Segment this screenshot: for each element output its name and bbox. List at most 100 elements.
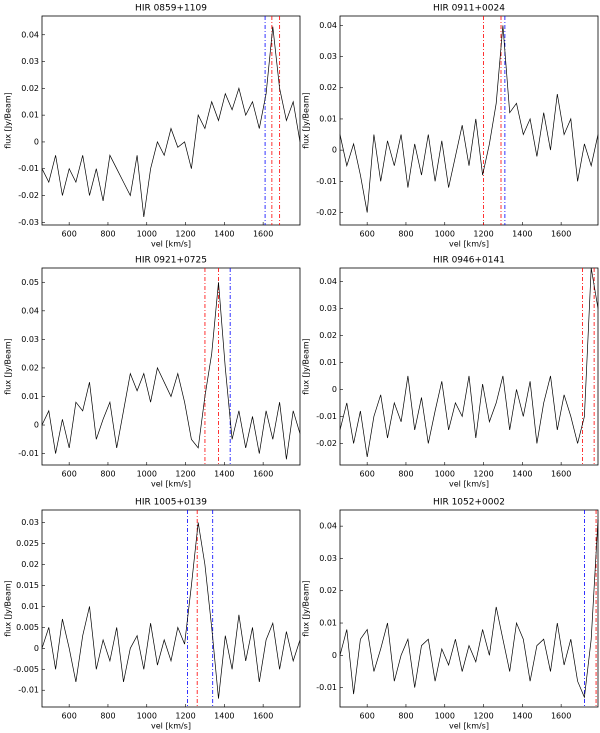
x-tick-label: 1000 xyxy=(137,470,157,479)
x-tick-label: 1200 xyxy=(175,230,195,239)
y-tick-label: 0.03 xyxy=(21,335,39,344)
y-axis-label: flux [Jy/Beam] xyxy=(4,92,13,149)
y-tick-label: 0.02 xyxy=(21,84,39,93)
y-axis-label: flux [Jy/Beam] xyxy=(4,580,13,637)
x-tick-label: 800 xyxy=(398,230,413,239)
x-tick-label: 1400 xyxy=(214,470,234,479)
y-tick-label: -0.01 xyxy=(316,683,337,692)
y-axis-label: flux [Jy/Beam] xyxy=(302,92,311,149)
y-tick-label: 0.04 xyxy=(319,21,337,30)
y-tick-label: 0.01 xyxy=(21,392,39,401)
x-axis-label: vel [km/s] xyxy=(449,240,489,249)
y-tick-label: 0.04 xyxy=(319,522,337,531)
y-tick-label: 0.03 xyxy=(21,518,39,527)
x-tick-label: 1000 xyxy=(137,230,157,239)
y-tick-label: -0.01 xyxy=(18,449,39,458)
y-tick-label: 0.02 xyxy=(21,560,39,569)
x-tick-label: 800 xyxy=(100,230,115,239)
y-tick-label: 0.02 xyxy=(21,363,39,372)
y-tick-label: 0.03 xyxy=(21,57,39,66)
x-tick-label: 600 xyxy=(62,230,77,239)
x-tick-label: 800 xyxy=(398,470,413,479)
x-tick-label: 1600 xyxy=(253,470,273,479)
plot-frame xyxy=(41,509,301,708)
spectrum-line xyxy=(41,522,301,699)
y-tick-label: 0.04 xyxy=(21,30,39,39)
x-tick-label: 1000 xyxy=(137,712,157,721)
y-tick-label: 0 xyxy=(34,137,39,146)
plot-frame xyxy=(41,15,301,226)
plot-frame xyxy=(41,267,301,466)
y-tick-label: -0.02 xyxy=(316,208,337,217)
x-tick-label: 600 xyxy=(62,712,77,721)
x-tick-label: 1000 xyxy=(435,712,455,721)
x-axis-label: vel [km/s] xyxy=(151,480,191,489)
y-tick-label: 0 xyxy=(332,651,337,660)
y-axis-label: flux [Jy/Beam] xyxy=(302,338,311,395)
y-tick-label: 0.02 xyxy=(319,331,337,340)
y-tick-label: 0.01 xyxy=(21,111,39,120)
panel-title: HIR 0946+0141 xyxy=(433,256,505,266)
spectrum-line xyxy=(339,519,599,699)
y-tick-label: 0.01 xyxy=(319,358,337,367)
y-tick-label: 0.01 xyxy=(21,602,39,611)
x-axis-label: vel [km/s] xyxy=(449,480,489,489)
plot-frame xyxy=(339,15,599,226)
y-tick-label: 0 xyxy=(34,421,39,430)
x-tick-label: 600 xyxy=(62,470,77,479)
x-axis-label: vel [km/s] xyxy=(151,240,191,249)
x-tick-label: 1200 xyxy=(473,712,493,721)
y-tick-label: 0.025 xyxy=(16,539,39,548)
x-tick-label: 800 xyxy=(100,470,115,479)
x-tick-label: 1200 xyxy=(473,470,493,479)
plot-frame xyxy=(339,509,599,708)
y-axis-label: flux [Jy/Beam] xyxy=(4,338,13,395)
x-axis-label: vel [km/s] xyxy=(151,722,191,731)
y-tick-label: 0.01 xyxy=(319,114,337,123)
y-tick-label: -0.02 xyxy=(316,439,337,448)
y-tick-label: 0.005 xyxy=(16,623,39,632)
x-axis-label: vel [km/s] xyxy=(449,722,489,731)
x-tick-label: 600 xyxy=(360,230,375,239)
x-tick-label: 1200 xyxy=(175,712,195,721)
y-tick-label: 0 xyxy=(332,385,337,394)
x-tick-label: 1400 xyxy=(512,470,532,479)
y-tick-label: 0.04 xyxy=(319,277,337,286)
panel-title: HIR 0911+0024 xyxy=(433,4,505,14)
y-tick-label: -0.01 xyxy=(316,177,337,186)
y-tick-label: -0.005 xyxy=(13,665,39,674)
x-tick-label: 1400 xyxy=(512,712,532,721)
y-tick-label: 0.01 xyxy=(319,619,337,628)
y-tick-label: 0.03 xyxy=(319,52,337,61)
x-tick-label: 1400 xyxy=(214,230,234,239)
y-tick-label: 0 xyxy=(34,644,39,653)
spectrum-line xyxy=(41,282,301,460)
y-tick-label: 0.05 xyxy=(21,278,39,287)
y-tick-label: -0.02 xyxy=(18,191,39,200)
x-tick-label: 1600 xyxy=(551,470,571,479)
y-tick-label: -0.03 xyxy=(18,218,39,227)
plot-frame xyxy=(339,267,599,466)
y-tick-label: 0.015 xyxy=(16,581,39,590)
x-tick-label: 1600 xyxy=(551,230,571,239)
y-tick-label: 0.03 xyxy=(319,304,337,313)
x-tick-label: 600 xyxy=(360,712,375,721)
y-tick-label: 0 xyxy=(332,146,337,155)
x-tick-label: 1600 xyxy=(253,712,273,721)
x-tick-label: 600 xyxy=(360,470,375,479)
panel-title: HIR 0921+0725 xyxy=(135,256,207,266)
y-axis-label: flux [Jy/Beam] xyxy=(302,580,311,637)
y-tick-label: -0.01 xyxy=(18,686,39,695)
y-tick-label: 0.04 xyxy=(21,306,39,315)
x-tick-label: 1400 xyxy=(214,712,234,721)
y-tick-label: 0.02 xyxy=(319,83,337,92)
y-tick-label: -0.01 xyxy=(18,164,39,173)
x-tick-label: 800 xyxy=(100,712,115,721)
x-tick-label: 1200 xyxy=(473,230,493,239)
x-tick-label: 1200 xyxy=(175,470,195,479)
x-tick-label: 1600 xyxy=(551,712,571,721)
panel-title: HIR 0859+1109 xyxy=(135,4,207,14)
panel-title: HIR 1052+0002 xyxy=(433,498,505,508)
spectrum-line xyxy=(339,25,599,213)
